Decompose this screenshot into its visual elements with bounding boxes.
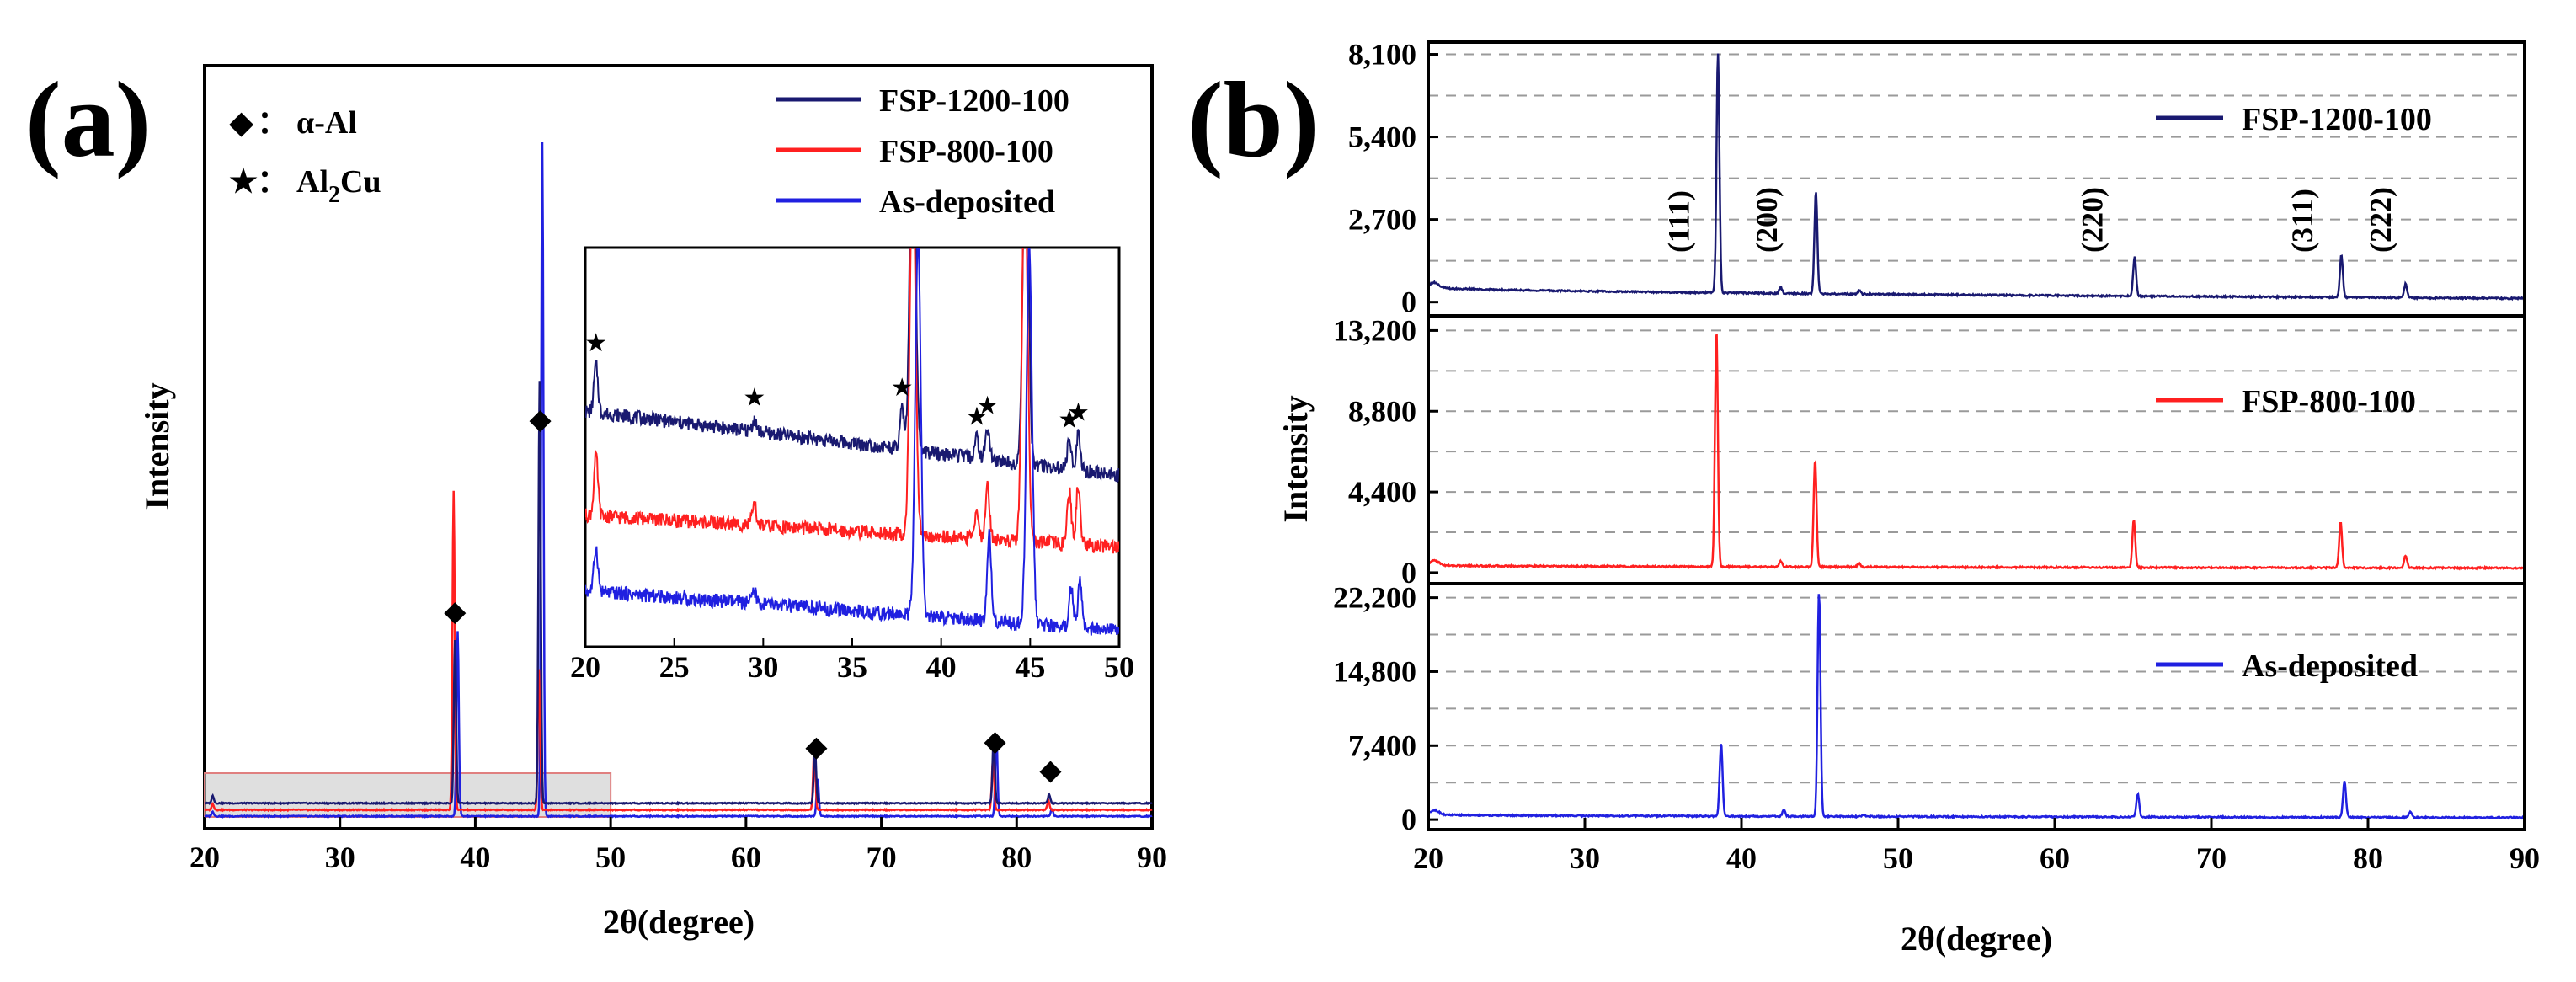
panel-a-series-legend: FSP-1200-100 FSP-800-100 As-deposited [776,83,1069,220]
panel-b-series-line-fsp-800-100 [1427,334,2525,571]
panel-b-y-tick-label: 0 [1401,286,1416,319]
star-marker: ★ [743,384,765,412]
al2cu-suffix: Cu [340,164,381,200]
panel-b-plot-frame [1427,40,2526,831]
panel-b-y-tick-label: 14,800 [1333,654,1416,688]
diamond-marker [984,732,1006,755]
panel-b-series-line-fsp-1200-100 [1427,53,2525,302]
panel-b-y-tick-label: 8,100 [1348,38,1416,72]
diamond-marker [805,737,828,760]
plane-label: (200) [1750,187,1784,253]
inset-x-tick-label: 50 [1104,650,1134,684]
panel-b-x-tick-label: 30 [1570,841,1600,875]
legend-label-fsp-800-100: FSP-800-100 [879,134,1053,169]
diamond-marker [529,410,552,433]
inset-series-line-as-deposited [585,248,1119,636]
diamond-marker [1039,761,1062,783]
panel-b-y-tick-label: 7,400 [1348,728,1416,762]
panel-b-y-tick-label: 22,200 [1333,581,1416,615]
panel-a-series-line-fsp-800-100 [204,490,1153,813]
star-marker: ★ [976,392,999,420]
panel-a-plot-frame [203,64,1154,830]
legend-label-fsp-800-100: FSP-800-100 [2242,384,2416,419]
inset-x-axis: 20 25 30 35 40 45 50 [570,638,1134,684]
panel-a-x-tick-label: 60 [731,841,761,874]
phase-legend-separator: ： [257,105,289,141]
al2cu-prefix: Al [296,164,328,200]
star-marker: ★ [1067,399,1090,427]
plane-label: (111) [1662,190,1696,253]
inset-x-tick-label: 35 [837,650,867,684]
legend-label-as-deposited: As-deposited [879,184,1055,220]
panel-b-y-tick-label: 0 [1401,556,1416,590]
inset-star-markers: ★★ ★★★ ★★ [584,329,1090,434]
panel-b-label: (b) [1187,60,1319,179]
panel-b-y-tick-label: 2,700 [1348,203,1416,237]
diamond-marker [444,602,467,625]
panel-b-y-axis-title: Intensity [1277,395,1315,522]
subplot-fsp-1200-100: 0 2,700 5,400 8,100 FSP-1200-100 (111) (200) (2… [1348,38,2525,319]
panel-a-x-axis-title: 2θ(degree) [603,903,755,941]
panel-a-x-tick-label: 80 [1001,841,1032,874]
panel-b-x-axis-title: 2θ(degree) [1901,920,2052,958]
panel-b-x-tick-label: 80 [2353,841,2383,875]
subplot-fsp-800-100: 0 4,400 8,800 13,200 FSP-800-100 [1333,313,2525,590]
phase-legend-separator: ： [257,164,289,200]
panel-b-x-tick-label: 40 [1726,841,1757,875]
panel-a-x-tick-label: 20 [189,841,220,874]
panel-a-x-tick-label: 50 [595,841,626,874]
inset-x-tick-label: 45 [1015,650,1045,684]
inset-series-line-fsp-800-100 [585,248,1119,554]
phase-legend-symbol-star: ★ [229,164,258,200]
panel-a-x-tick-label: 70 [867,841,897,874]
panel-a-inset: ★★ ★★★ ★★20 25 30 35 40 45 50 [570,246,1134,684]
panel-b-y-tick-label: 13,200 [1333,313,1416,347]
panel-a-phase-legend: ◆ ： α-Al ★ ： Al2Cu [229,105,381,208]
plane-label: (311) [2285,189,2319,253]
inset-frame [584,246,1121,648]
panel-a: (a) 20 30 40 50 60 70 80 90 2θ(degree) Intensit… [25,60,1167,941]
panel-b-plot: 0 2,700 5,400 8,100 FSP-1200-100 (111) (200) (2… [1333,38,2525,836]
panel-b-series-line-as-deposited [1427,594,2525,821]
panel-b-x-tick-label: 50 [1883,841,1913,875]
panel-a-x-tick-label: 90 [1137,841,1167,874]
al2cu-subscript: 2 [328,182,340,208]
panel-a-x-tick-label: 30 [325,841,355,874]
panel-a-label: (a) [25,60,151,179]
panel-a-x-axis: 20 30 40 50 60 70 80 90 [189,817,1167,874]
inset-x-tick-label: 40 [926,650,957,684]
panel-b-y-tick-label: 4,400 [1348,475,1416,509]
inset-x-tick-label: 30 [748,650,778,684]
star-marker: ★ [965,403,988,430]
plane-label: (222) [2364,187,2397,253]
panel-b-x-tick-label: 90 [2509,841,2540,875]
panel-b-x-tick-label: 20 [1413,841,1443,875]
inset-x-tick-label: 20 [570,650,600,684]
panel-b-y-tick-label: 8,800 [1348,394,1416,428]
legend-label-fsp-1200-100: FSP-1200-100 [879,83,1069,119]
panel-a-x-tick-label: 40 [460,841,490,874]
phase-legend-alpha-al: α-Al [296,105,357,141]
panel-b-y-tick-label: 0 [1401,803,1416,836]
star-marker: ★ [891,374,914,402]
panel-b-x-axis: 20 30 40 50 60 70 80 90 [1413,818,2540,875]
panel-b-y-tick-label: 5,400 [1348,120,1416,154]
panel-a-series-line-as-deposited [204,141,1153,819]
phase-legend-symbol-diamond: ◆ [229,105,254,141]
panel-b-x-tick-label: 70 [2196,841,2227,875]
legend-label-as-deposited: As-deposited [2242,648,2418,684]
panel-a-y-axis-title: Intensity [138,382,176,510]
panel-a-diamond-markers [444,410,1062,783]
panel-b: (b) 0 2,700 5,400 8,100 FSP-1200-100 (111) (20… [1187,38,2540,958]
plane-label: (220) [2076,187,2109,253]
panel-b-x-tick-label: 60 [2040,841,2070,875]
subplot-as-deposited: 0 7,400 14,800 22,200 As-deposited [1333,581,2525,836]
star-marker: ★ [1058,406,1080,434]
star-marker: ★ [584,329,607,357]
legend-label-fsp-1200-100: FSP-1200-100 [2242,102,2432,137]
inset-series-line-fsp-1200-100 [585,248,1119,484]
phase-legend-al2cu: Al2Cu [296,164,381,208]
inset-x-tick-label: 25 [659,650,690,684]
